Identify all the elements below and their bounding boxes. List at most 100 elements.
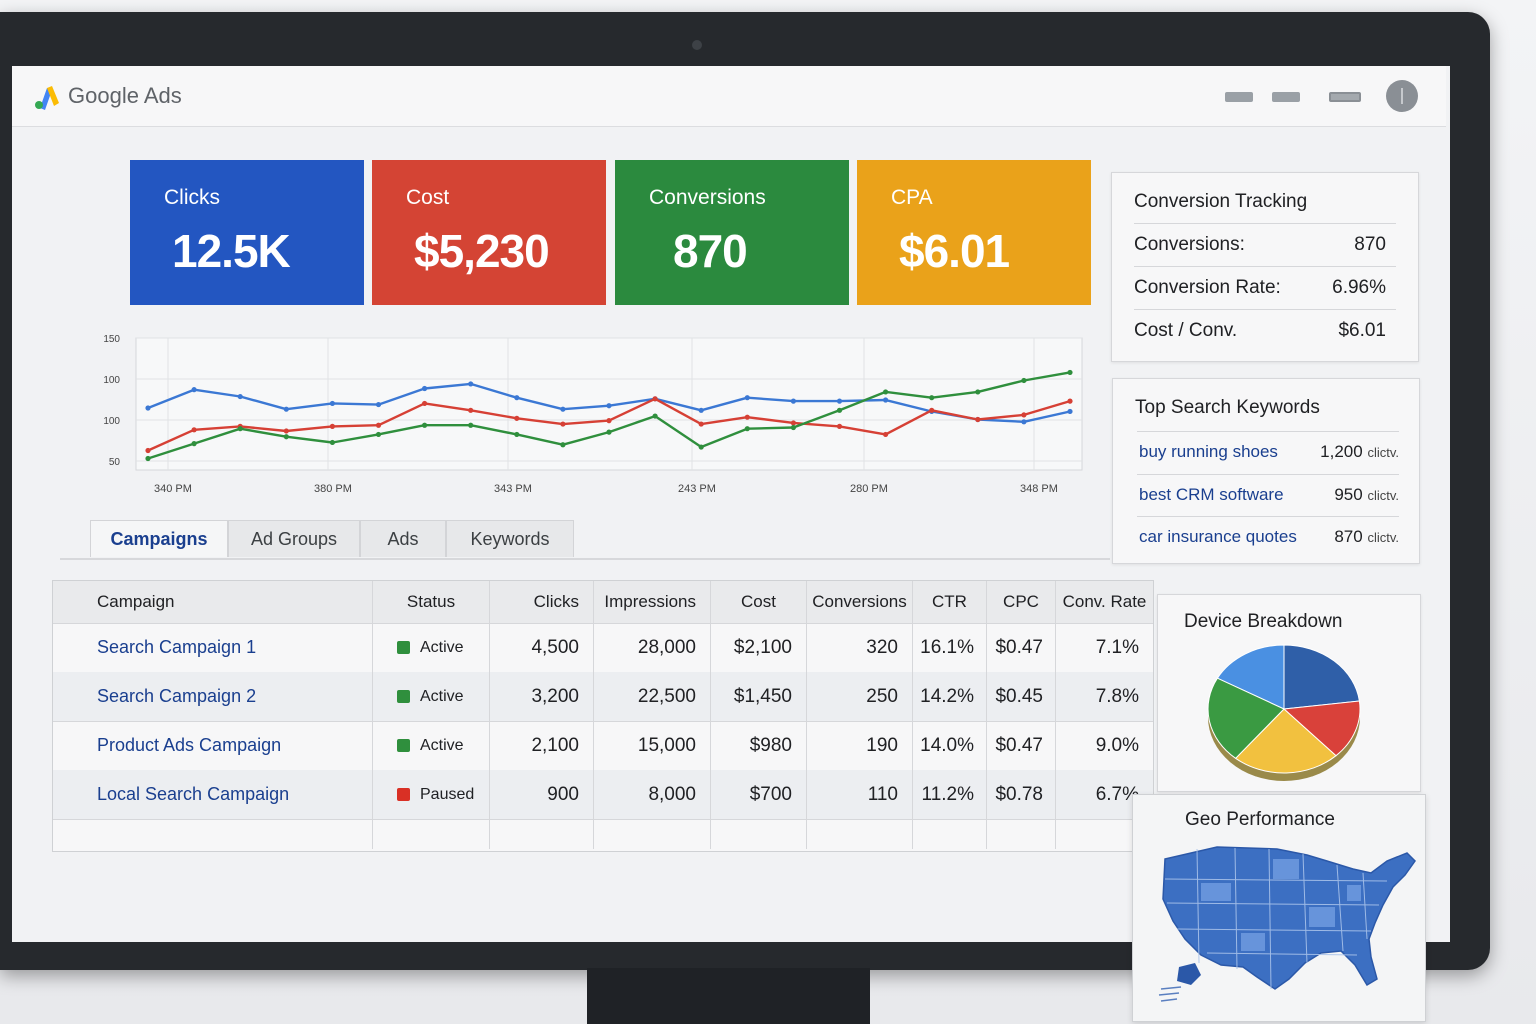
table-row[interactable]: Search Campaign 2 Active 3,200 22,500 $1,450…	[53, 672, 1153, 722]
keyword-row: car insurance quotes 870 clictv.	[1137, 516, 1399, 557]
keyword-row: buy running shoes 1,200 clictv.	[1137, 431, 1399, 472]
header-cost[interactable]: Cost	[711, 581, 807, 623]
data-point	[836, 407, 843, 413]
data-point	[422, 400, 428, 407]
campaign-name-link[interactable]: Search Campaign 1	[53, 623, 373, 672]
y-tick-label: 50	[109, 457, 121, 468]
kpi-card-clicks[interactable]: Clicks 12.5K	[130, 160, 364, 305]
y-tick-label: 100	[103, 375, 120, 386]
data-point	[883, 431, 889, 438]
data-point	[283, 434, 289, 440]
data-point	[191, 427, 197, 433]
status-label: Active	[420, 736, 464, 754]
empty-cell	[987, 819, 1056, 849]
table-row-empty	[53, 819, 1153, 849]
data-point	[698, 407, 704, 413]
data-point	[698, 421, 704, 427]
pie-slice[interactable]	[1282, 700, 1361, 757]
impressions-cell: 8,000	[594, 770, 711, 819]
table-row[interactable]: Product Ads Campaign Active 2,100 15,000 $98…	[53, 721, 1153, 771]
header-impressions[interactable]: Impressions	[594, 581, 711, 623]
conversion-tracking-panel: Conversion Tracking Conversions: 870 Con…	[1111, 172, 1419, 362]
header-cpc[interactable]: CPC	[987, 581, 1056, 623]
performance-line-chart: 150 100 100 50 340 PM 380 PM 343 PM 243 PM 280 P…	[103, 334, 1083, 495]
data-point	[836, 398, 843, 404]
header-conv-rate[interactable]: Conv. Rate	[1062, 592, 1147, 611]
campaign-name-link[interactable]: Product Ads Campaign	[53, 721, 373, 770]
top-keywords-panel: Top Search Keywords buy running shoes 1,…	[1112, 378, 1420, 564]
pie-slice[interactable]	[1234, 708, 1337, 774]
status-label: Paused	[420, 785, 475, 803]
data-point	[468, 407, 474, 413]
window-button[interactable]	[1272, 92, 1300, 102]
panel-title: Device Breakdown	[1184, 611, 1343, 632]
keyword-clicks: 1,200 clictv.	[1320, 442, 1399, 461]
webcam	[692, 40, 702, 50]
data-point	[1067, 369, 1073, 376]
campaign-name-link[interactable]: Search Campaign 2	[53, 672, 373, 721]
google-ads-logo-icon	[35, 86, 59, 110]
tab-keywords[interactable]: Keywords	[446, 520, 574, 557]
pie-slice[interactable]	[1216, 644, 1285, 710]
kpi-card-conversions[interactable]: Conversions 870	[615, 160, 849, 305]
table-row[interactable]: Local Search Campaign Paused 900 8,000 $700 1…	[53, 770, 1153, 820]
tab-bar: Campaigns Ad Groups Ads Keywords	[60, 520, 1110, 560]
data-point	[329, 423, 335, 429]
data-point	[606, 418, 612, 424]
data-point	[191, 441, 197, 447]
pie-slice[interactable]	[1207, 677, 1285, 759]
header-status[interactable]: Status	[373, 581, 490, 623]
header-campaign[interactable]: Campaign	[53, 581, 373, 623]
tab-ads[interactable]: Ads	[360, 520, 446, 557]
data-point	[468, 422, 474, 428]
campaign-name-link[interactable]: Local Search Campaign	[53, 770, 373, 819]
kpi-card-cost[interactable]: Cost $5,230	[372, 160, 606, 305]
status-indicator-icon	[397, 690, 410, 703]
table-row[interactable]: Search Campaign 1 Active 4,500 28,000 $2,100…	[53, 623, 1153, 673]
status-label: Active	[420, 687, 464, 705]
tab-ad-groups[interactable]: Ad Groups	[228, 520, 360, 557]
keyword-link[interactable]: car insurance quotes	[1139, 527, 1297, 546]
status-cell: Active	[373, 721, 490, 770]
data-point	[237, 393, 243, 400]
cost-cell: $1,450	[711, 672, 807, 721]
status-cell: Active	[373, 672, 490, 721]
account-icon[interactable]	[1386, 80, 1418, 112]
menu-button[interactable]	[1329, 92, 1361, 102]
empty-cell	[594, 819, 711, 849]
top-bar: Google Ads	[12, 66, 1446, 127]
data-point	[790, 424, 797, 431]
data-point	[744, 426, 750, 432]
data-point	[329, 400, 335, 407]
conversions-cell: 110	[807, 770, 913, 819]
data-point	[560, 442, 566, 448]
status-cell: Active	[373, 623, 490, 672]
data-point	[514, 395, 520, 401]
cpc-cell: $0.47	[987, 623, 1056, 672]
pie-slice[interactable]	[1283, 644, 1360, 710]
panel-title: Conversion Tracking	[1134, 191, 1308, 212]
empty-cell	[807, 819, 913, 849]
x-tick-label: 380 PM	[314, 483, 352, 495]
keyword-link[interactable]: best CRM software	[1139, 485, 1284, 504]
row-label: Conversions:	[1134, 234, 1245, 255]
impressions-cell: 15,000	[594, 721, 711, 770]
impressions-cell: 22,500	[594, 672, 711, 721]
us-map-icon	[1158, 846, 1416, 1002]
data-point	[652, 413, 658, 419]
minimize-button[interactable]	[1225, 92, 1253, 102]
row-value: 6.96%	[1332, 277, 1386, 298]
keyword-link[interactable]: buy running shoes	[1139, 442, 1278, 461]
conversions-cell: 250	[807, 672, 913, 721]
tab-campaigns[interactable]: Campaigns	[90, 520, 228, 557]
header-conversions[interactable]: Conversions	[807, 581, 913, 623]
data-point	[606, 429, 612, 435]
x-tick-label: 243 PM	[678, 483, 716, 495]
cost-cell: $2,100	[711, 623, 807, 672]
data-point	[1067, 408, 1073, 415]
header-ctr[interactable]: CTR	[913, 581, 987, 623]
data-point	[698, 444, 704, 450]
kpi-card-cpa[interactable]: CPA $6.01	[857, 160, 1091, 305]
header-clicks[interactable]: Clicks	[490, 581, 594, 623]
data-point	[606, 403, 612, 409]
